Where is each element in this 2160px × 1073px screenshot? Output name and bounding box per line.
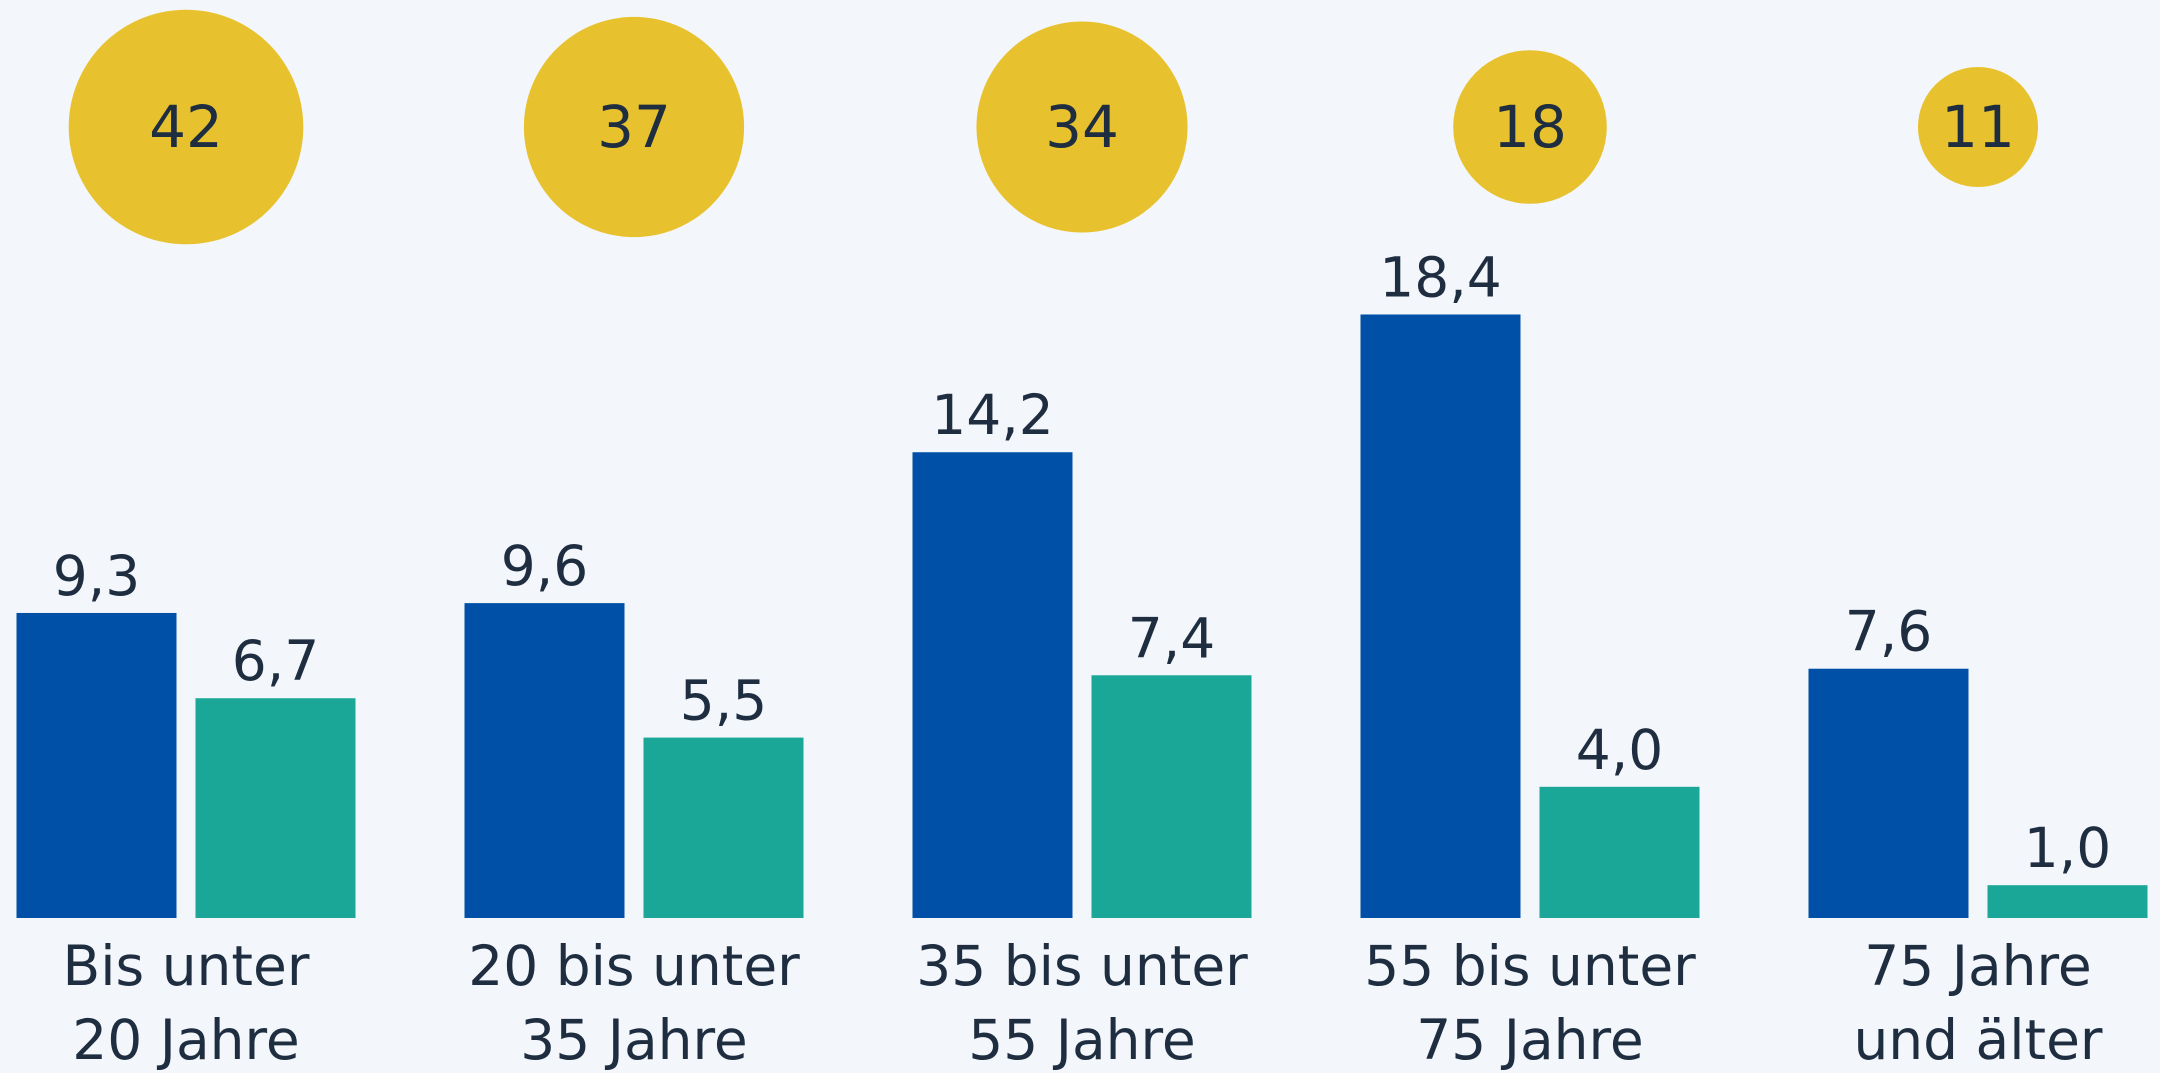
value-label: 18,4 (1379, 245, 1501, 309)
value-label: 6,7 (232, 629, 319, 693)
x-tick-label: 20 Jahre (72, 1008, 300, 1072)
bubble-label: 18 (1493, 93, 1567, 161)
value-label: 4,0 (1576, 718, 1663, 782)
value-label: 7,6 (1845, 600, 1932, 664)
value-label: 7,4 (1128, 606, 1215, 670)
x-tick-label: 55 Jahre (968, 1008, 1196, 1072)
bubble-label: 11 (1941, 93, 2015, 161)
bubble (1917, 66, 2039, 188)
bar (195, 698, 356, 918)
x-tick-label: 35 bis unter (916, 934, 1248, 998)
x-tick-label: Bis unter (63, 934, 310, 998)
bubble (1453, 50, 1607, 204)
value-label: 5,5 (680, 669, 767, 733)
bubble (976, 21, 1188, 233)
x-tick-label: 35 Jahre (520, 1008, 748, 1072)
bar (16, 612, 177, 918)
bar (1987, 885, 2148, 918)
bubble-label: 34 (1045, 93, 1119, 161)
bar (1091, 675, 1252, 918)
x-tick-label: 55 bis unter (1364, 934, 1696, 998)
x-tick-label: 75 Jahre (1864, 934, 2092, 998)
x-tick-label: 75 Jahre (1416, 1008, 1644, 1072)
value-label: 1,0 (2024, 816, 2111, 880)
bubble-label: 42 (149, 93, 223, 161)
bar (1360, 314, 1521, 919)
value-label: 9,6 (501, 534, 588, 598)
value-label: 9,3 (53, 544, 140, 608)
bubble (523, 16, 745, 238)
bar (1539, 786, 1700, 918)
x-tick-label: 20 bis unter (468, 934, 800, 998)
bar (464, 603, 625, 918)
bar (1808, 668, 1969, 918)
x-tick-label: und älter (1853, 1008, 2102, 1072)
bubble-label: 37 (597, 93, 671, 161)
bubble (68, 9, 304, 245)
value-label: 14,2 (931, 383, 1053, 447)
bar (643, 737, 804, 918)
bar (912, 452, 1073, 918)
